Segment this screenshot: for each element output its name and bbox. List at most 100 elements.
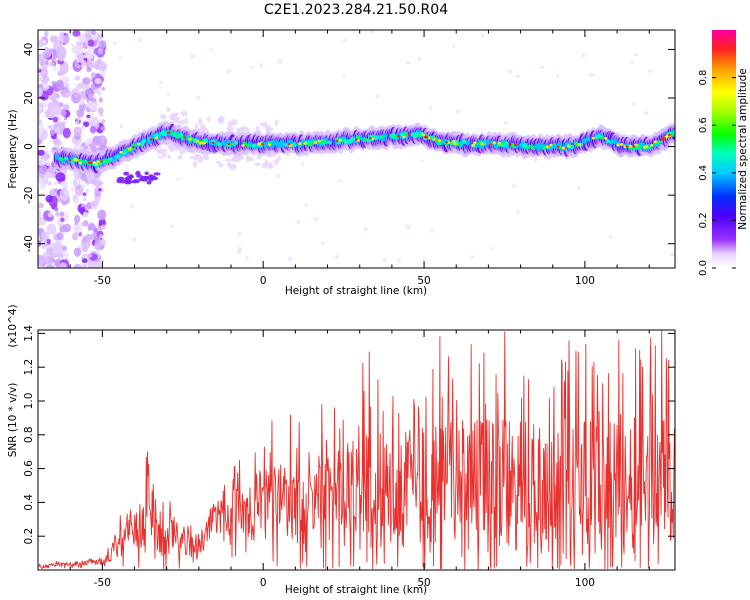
noise-speckle [190,54,196,59]
noise-speckle [52,116,58,123]
noise-speckle [47,211,53,218]
noise-speckle [239,125,247,131]
noise-speckle [167,154,172,160]
noise-speckle [375,94,379,99]
noise-speckle [96,33,104,40]
noise-speckle [225,158,231,163]
ridge-green [63,156,69,161]
colorbar-label: Normalized spectral amplitude [737,68,749,229]
spectrogram-x-tick-label: 0 [260,275,267,287]
ridge-cyan [221,140,227,146]
noise-speckle [237,249,242,255]
spectrogram-heatmap [34,30,675,268]
noise-speckle [245,154,250,162]
ridge-cyan [465,140,471,146]
noise-speckle [156,148,164,154]
noise-speckle [261,162,269,169]
noise-speckle [218,162,224,168]
noise-speckle [96,236,101,241]
snr-x-tick-label: 50 [417,577,430,589]
noise-speckle [38,127,43,138]
noise-speckle [39,182,46,190]
noise-speckle [44,60,49,65]
ridge-yellow [75,158,79,162]
noise-speckle [72,30,81,37]
ridge-cyan [612,138,618,144]
side-lobe [123,179,132,183]
ridge-yellow [629,144,633,148]
noise-speckle [166,107,171,112]
noise-speckle [100,224,107,230]
noise-speckle [82,197,88,202]
ridge-red [369,137,372,140]
ridge-cyan [54,154,60,160]
spectrogram-axes: -50 0 50 100 -40 -20 0 20 40 [23,30,675,287]
ridge-green [104,159,110,164]
noise-speckle [55,79,65,91]
noise-speckle [304,203,308,207]
ridge-green [78,158,83,163]
snr-y-tick-label: 0.2 [23,528,35,545]
ridge-yellow [604,136,608,140]
noise-speckle [53,181,58,186]
noise-speckle [70,44,75,47]
noise-speckle [38,140,40,145]
noise-speckle [34,80,38,85]
ridge-green [122,150,127,155]
ridge-yellow [653,140,657,144]
spectrogram-y-tick-label: 40 [23,43,35,56]
noise-speckle [207,116,211,122]
ridge-red [514,143,517,147]
ridge-green [309,140,315,145]
noise-speckle [119,124,123,129]
snr-y-tick-label: 1.4 [23,325,35,342]
ridge-green [531,146,536,151]
ridge-green [322,140,327,145]
noise-speckle [60,217,65,222]
snr-y-axis-label: SNR (10 * v/v) [7,383,19,458]
noise-speckle [74,93,80,98]
side-lobe [117,176,125,181]
noise-speckle [52,246,60,254]
noise-speckle [215,160,221,165]
snr-x-tick-label: 100 [575,577,595,589]
ridge-green [373,135,379,140]
noise-speckle [184,117,188,125]
ridge-green [456,142,462,147]
noise-speckle [342,73,346,77]
noise-speckle [87,145,91,151]
noise-speckle [82,77,91,85]
ridge-green [414,131,419,136]
ridge-yellow [317,139,321,143]
noise-speckle [180,119,185,126]
noise-speckle [195,123,199,129]
colorbar: 0.0 0.2 0.4 0.6 0.8 Normalized spectral ampl… [698,30,749,276]
ridge-yellow [561,146,565,150]
noise-speckle [73,126,83,137]
side-lobe [136,174,143,178]
colorbar-tick-label: 0.6 [698,117,709,133]
noise-speckle [321,240,325,245]
snr-y-tick-label: 0.6 [23,460,35,477]
noise-speckle [38,207,42,221]
noise-speckle [296,219,301,225]
noise-speckle [56,234,60,238]
noise-speckle [370,30,375,34]
ridge-yellow [119,150,123,154]
ridge-yellow [314,140,318,144]
ridge-green [115,154,120,159]
noise-speckle [55,172,66,183]
noise-speckle [539,65,545,69]
noise-speckle [232,155,237,161]
noise-speckle [78,33,86,43]
noise-speckle [420,159,424,162]
snr-y-tick-label: 1.2 [23,359,35,376]
noise-speckle [503,121,509,125]
noise-speckle [86,137,93,145]
ridge-green [141,139,147,144]
noise-speckle [430,229,434,233]
noise-speckle [209,48,213,51]
noise-speckle [99,181,104,185]
ridge-red [261,142,264,146]
noise-speckle [81,258,88,264]
